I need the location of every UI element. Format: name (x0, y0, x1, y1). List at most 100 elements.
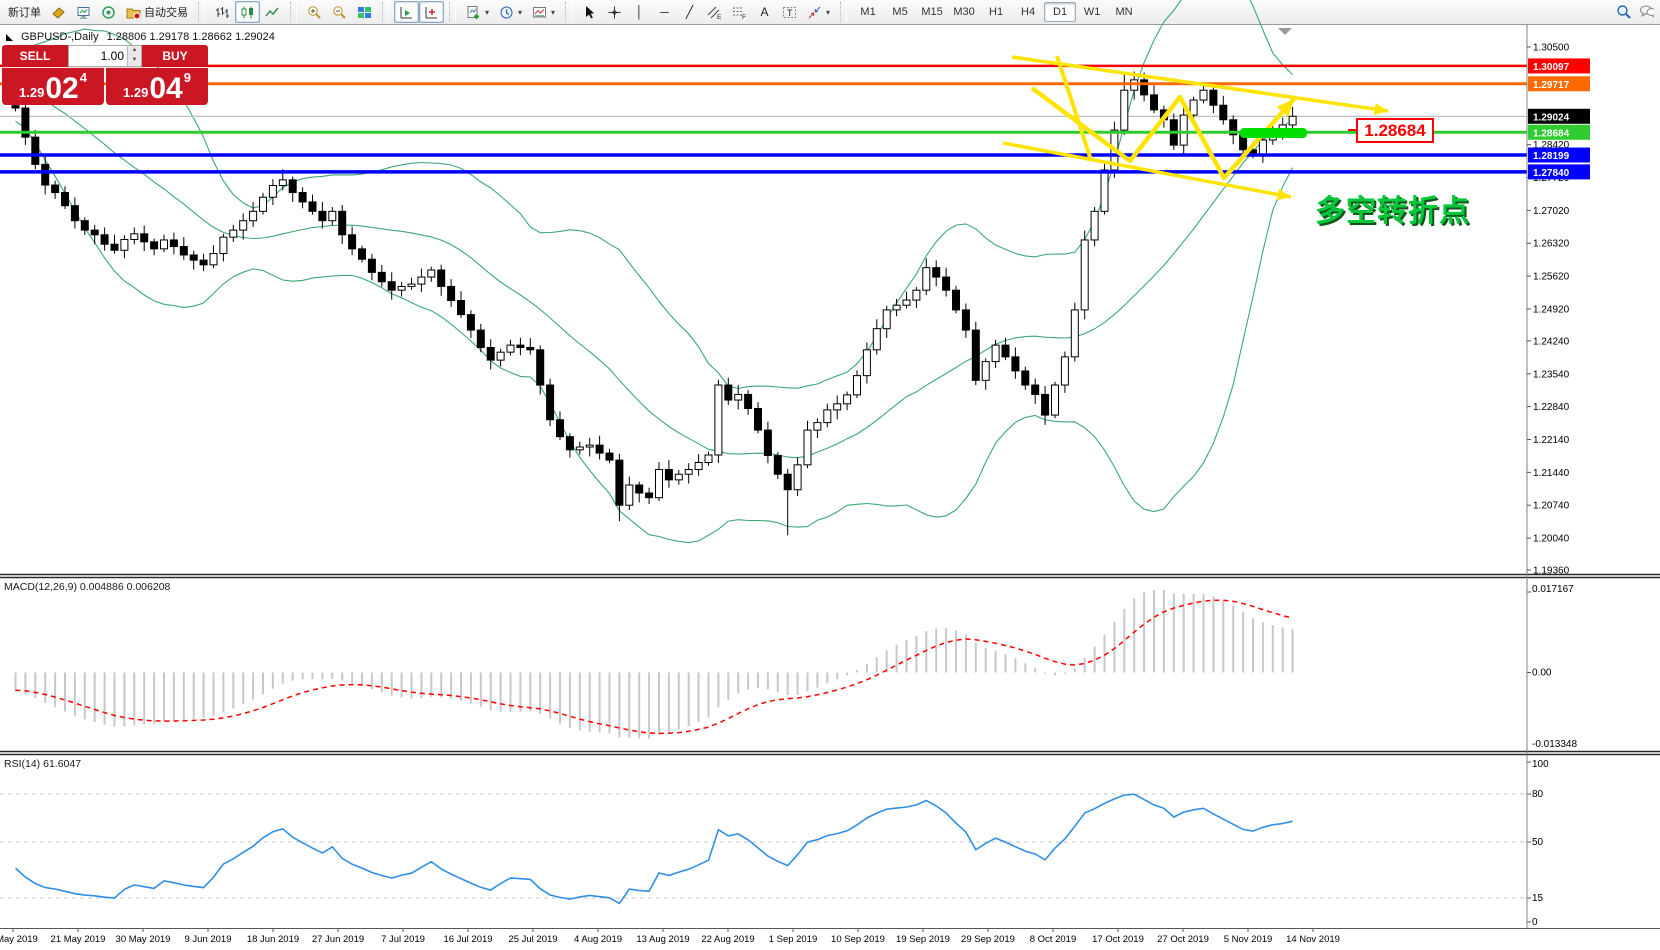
buy-price-prefix: 1.29 (123, 85, 149, 100)
chart-shift-icon (424, 5, 439, 20)
sell-price-button[interactable]: 1.29 02 4 (2, 68, 104, 105)
sell-price-prefix: 1.29 (19, 85, 45, 100)
channel-tool-button[interactable]: E (702, 1, 727, 23)
symbol-period-label: GBPUSD-,Daily (21, 31, 99, 43)
svg-text:1 Sep 2019: 1 Sep 2019 (769, 934, 818, 945)
navigator-button[interactable] (96, 1, 121, 23)
new-order-button[interactable]: 新订单 (3, 1, 46, 23)
auto-scroll-button[interactable] (394, 1, 419, 23)
svg-text:1.27840: 1.27840 (1533, 168, 1570, 179)
trendline-tool-button[interactable]: ╱ (677, 1, 702, 23)
svg-text:1.20040: 1.20040 (1533, 534, 1570, 545)
tile-windows-button[interactable] (352, 1, 377, 23)
autotrading-label: 自动交易 (144, 7, 188, 19)
svg-text:T: T (787, 8, 793, 18)
fibonacci-tool-icon: F (732, 5, 747, 20)
timeframe-M1[interactable]: M1 (860, 6, 876, 18)
svg-text:19 Sep 2019: 19 Sep 2019 (896, 934, 950, 945)
zoom-in-button[interactable] (302, 1, 327, 23)
svg-text:100: 100 (1532, 759, 1549, 770)
periods-button[interactable]: ▾ (494, 1, 527, 23)
chart-header: GBPUSD-,Daily 1.28806 1.29178 1.28662 1.… (6, 31, 275, 43)
timeframe-M15[interactable]: M15 (921, 6, 943, 18)
svg-text:9 Jun 2019: 9 Jun 2019 (184, 934, 231, 945)
volume-up-button[interactable]: ▲ (127, 46, 141, 56)
svg-text:25 Jul 2019: 25 Jul 2019 (508, 934, 557, 945)
timeframe-M5[interactable]: M5 (892, 6, 908, 18)
timeframe-H4[interactable]: H4 (1021, 6, 1036, 18)
svg-text:1.27020: 1.27020 (1533, 206, 1570, 217)
bar-chart-mode-button[interactable] (210, 1, 235, 23)
svg-text:1.28684: 1.28684 (1533, 128, 1570, 139)
zoom-out-button[interactable] (327, 1, 352, 23)
volume-box: ▲ ▼ (68, 45, 142, 67)
toolbar-separator (840, 2, 848, 22)
chat-icon[interactable] (1639, 5, 1654, 20)
svg-text:1.20740: 1.20740 (1533, 501, 1570, 512)
text-tool-button[interactable]: A (752, 1, 777, 23)
timeframe-M30[interactable]: M30 (953, 6, 975, 18)
buy-button[interactable]: BUY (142, 45, 208, 67)
svg-text:0.00: 0.00 (1532, 668, 1552, 679)
template-icon (532, 5, 547, 20)
svg-text:7 Jul 2019: 7 Jul 2019 (381, 934, 425, 945)
market-watch-button[interactable] (46, 1, 71, 23)
rsi-label: RSI(14) 61.6047 (4, 758, 82, 770)
sell-price-main: 02 (45, 72, 79, 105)
line-chart-mode-button[interactable] (260, 1, 285, 23)
crosshair-tool-button[interactable] (602, 1, 627, 23)
svg-text:18 Jun 2019: 18 Jun 2019 (247, 934, 299, 945)
toolbar-separator (449, 2, 456, 22)
search-icon[interactable] (1616, 5, 1631, 20)
hline-tool-button[interactable]: ─ (652, 1, 677, 23)
dropdown-arrow-icon: ▾ (485, 7, 490, 17)
svg-text:5 Nov 2019: 5 Nov 2019 (1224, 934, 1273, 945)
label-tool-icon: T (782, 5, 797, 20)
trendline-tool-icon: ╱ (685, 5, 694, 19)
svg-text:8 Oct 2019: 8 Oct 2019 (1030, 934, 1076, 945)
svg-text:1.22840: 1.22840 (1533, 402, 1570, 413)
candlestick-mode-button[interactable] (235, 1, 260, 23)
cursor-tool-button[interactable] (577, 1, 602, 23)
fibonacci-tool-button[interactable]: F (727, 1, 752, 23)
svg-text:14 Nov 2019: 14 Nov 2019 (1286, 934, 1340, 945)
candlestick-icon (240, 5, 255, 20)
bar-chart-icon (215, 5, 230, 20)
svg-text:1.19360: 1.19360 (1533, 566, 1570, 577)
svg-text:27 Jun 2019: 27 Jun 2019 (312, 934, 364, 945)
vline-tool-button[interactable]: │ (627, 1, 652, 23)
timeframe-D1[interactable]: D1 (1044, 2, 1077, 22)
volume-down-button[interactable]: ▼ (127, 56, 141, 66)
vline-tool-icon: │ (635, 5, 644, 19)
autotrading-button[interactable]: 自动交易 (121, 1, 193, 23)
timeframe-MN[interactable]: MN (1115, 6, 1133, 18)
arrows-tool-button[interactable]: ▾ (802, 1, 835, 23)
label-tool-button[interactable]: T (777, 1, 802, 23)
tile-windows-icon (357, 5, 372, 20)
channel-tool-icon: E (707, 5, 722, 20)
timeframe-H1[interactable]: H1 (989, 6, 1004, 18)
timeframe-W1[interactable]: W1 (1083, 6, 1101, 18)
annotation-note-text[interactable]: 多空转折点 (1315, 195, 1470, 228)
zoom-in-icon (307, 5, 322, 20)
svg-text:1.23540: 1.23540 (1533, 369, 1570, 380)
buy-price-pip: 9 (183, 70, 191, 85)
buy-price-main: 04 (149, 72, 183, 105)
sell-button[interactable]: SELL (2, 45, 68, 67)
price-callout-box[interactable]: 1.28684 (1348, 118, 1434, 143)
buy-price-button[interactable]: 1.29 04 9 (106, 68, 208, 105)
templates-button[interactable]: ▾ (527, 1, 560, 23)
add-indicator-button[interactable]: ▾ (461, 1, 494, 23)
chart-shift-button[interactable] (419, 1, 444, 23)
terminal-button[interactable] (71, 1, 96, 23)
clock-icon (499, 5, 514, 20)
zoom-out-icon (332, 5, 347, 20)
add-indicator-icon (466, 5, 481, 20)
volume-input[interactable] (69, 46, 127, 66)
svg-text:0.017167: 0.017167 (1532, 584, 1574, 595)
text-tool-icon: A (760, 5, 769, 19)
svg-text:1.24920: 1.24920 (1533, 304, 1570, 315)
autotrading-icon (126, 5, 141, 20)
